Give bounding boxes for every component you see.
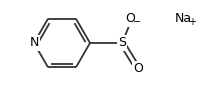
Text: −: − bbox=[133, 17, 141, 27]
Text: O: O bbox=[125, 12, 135, 26]
Text: +: + bbox=[188, 17, 196, 27]
Text: S: S bbox=[118, 36, 126, 49]
Text: Na: Na bbox=[175, 12, 192, 26]
Text: O: O bbox=[133, 62, 143, 75]
Text: N: N bbox=[29, 36, 39, 49]
